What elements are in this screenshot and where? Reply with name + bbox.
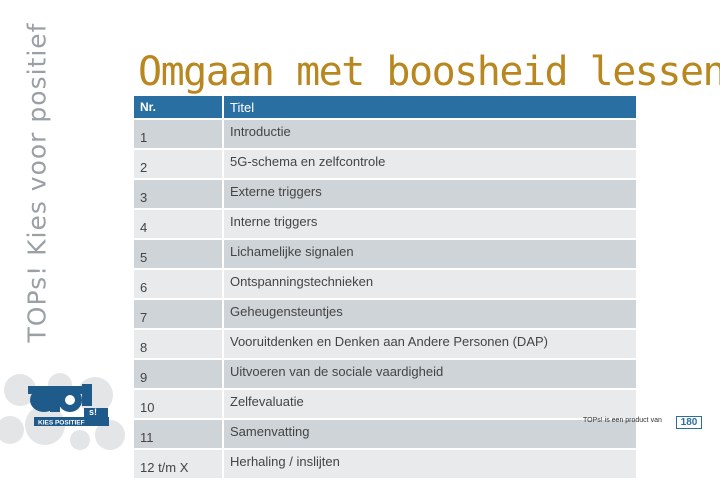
cell-nr: 11 xyxy=(134,420,224,450)
cell-titel: Ontspanningstechnieken xyxy=(224,270,636,300)
table-row: 5 Lichamelijke signalen xyxy=(134,240,636,270)
table-row: 9 Uitvoeren van de sociale vaardigheid xyxy=(134,360,636,390)
cell-nr: 5 xyxy=(134,240,224,270)
footer-text: TOPs! is een product van xyxy=(583,417,662,424)
table-row: 12 t/m X Herhaling / inslijten xyxy=(134,450,636,480)
table-row: 4 Interne triggers xyxy=(134,210,636,240)
cell-titel: Lichamelijke signalen xyxy=(224,240,636,270)
cell-nr: 7 xyxy=(134,300,224,330)
cell-titel: Uitvoeren van de sociale vaardigheid xyxy=(224,360,636,390)
table-row: 11 Samenvatting xyxy=(134,420,636,450)
cell-nr: 4 xyxy=(134,210,224,240)
tops-logo: s! KIES POSITIEF xyxy=(28,384,109,427)
cell-nr: 8 xyxy=(134,330,224,360)
table-row: 8 Vooruitdenken en Denken aan Andere Pers… xyxy=(134,330,636,360)
cell-nr: 9 xyxy=(134,360,224,390)
slide-title: Omgaan met boosheid lessen xyxy=(138,49,720,95)
cell-titel: Vooruitdenken en Denken aan Andere Perso… xyxy=(224,330,636,360)
table-row: 2 5G-schema en zelfcontrole xyxy=(134,150,636,180)
table-row: 7 Geheugensteuntjes xyxy=(134,300,636,330)
lessons-table: Nr. Titel 1 Introductie 2 5G-schema en zel… xyxy=(134,96,636,480)
cell-titel: Herhaling / inslijten xyxy=(224,450,636,480)
table-row: 6 Ontspanningstechnieken xyxy=(134,270,636,300)
column-header-titel: Titel xyxy=(224,96,636,120)
page-number: 180 xyxy=(676,416,702,429)
cell-titel: Externe triggers xyxy=(224,180,636,210)
cell-nr: 1 xyxy=(134,120,224,150)
cell-titel: 5G-schema en zelfcontrole xyxy=(224,150,636,180)
table-row: 3 Externe triggers xyxy=(134,180,636,210)
table-header-row: Nr. Titel xyxy=(134,96,636,120)
vertical-brand-text: TOPs! Kies voor positief xyxy=(22,22,52,343)
cell-nr: 6 xyxy=(134,270,224,300)
cell-titel: Samenvatting xyxy=(224,420,636,450)
cell-nr: 12 t/m X xyxy=(134,450,224,480)
cell-titel: Geheugensteuntjes xyxy=(224,300,636,330)
column-header-nr: Nr. xyxy=(134,96,224,120)
cell-nr: 10 xyxy=(134,390,224,420)
table-row: 1 Introductie xyxy=(134,120,636,150)
cell-nr: 3 xyxy=(134,180,224,210)
cell-nr: 2 xyxy=(134,150,224,180)
cell-titel: Introductie xyxy=(224,120,636,150)
cell-titel: Zelfevaluatie xyxy=(224,390,636,420)
logo-tagline: KIES POSITIEF xyxy=(38,420,85,427)
logo-sub-text: s! xyxy=(89,407,97,417)
table-row: 10 Zelfevaluatie xyxy=(134,390,636,420)
cell-titel: Interne triggers xyxy=(224,210,636,240)
